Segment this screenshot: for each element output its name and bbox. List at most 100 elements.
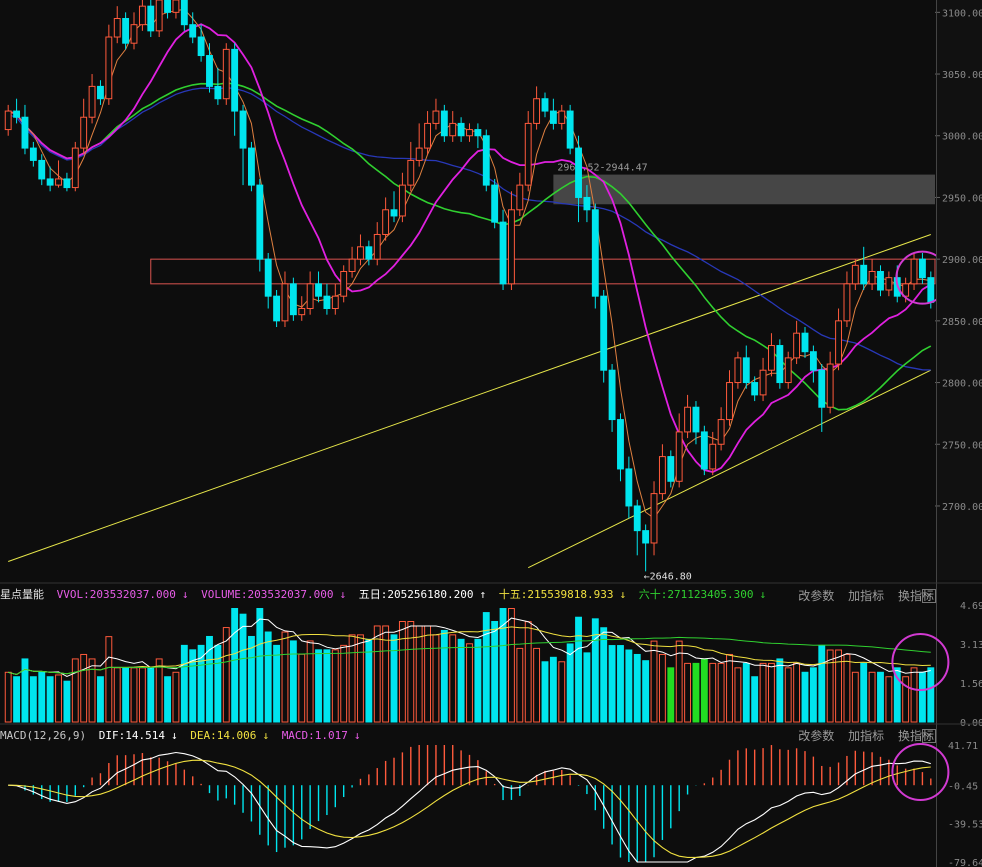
candle <box>675 413 683 488</box>
volume-bar <box>851 671 859 723</box>
volume-tick-label: 3.13 <box>960 640 982 651</box>
candle <box>340 265 348 303</box>
candle-body <box>46 178 54 186</box>
candle <box>726 370 733 426</box>
candle-body <box>390 209 398 217</box>
candle <box>449 111 457 142</box>
candle <box>600 290 608 383</box>
candle <box>273 290 281 328</box>
candle <box>793 320 801 365</box>
macd-indicator-header: MACD(12,26,9) DIF:14.514 ↓ DEA:14.006 ↓ MA… <box>0 729 361 742</box>
candle <box>910 252 918 290</box>
price-tick-label: 2700.00 <box>942 502 982 513</box>
volume-bar <box>533 647 541 723</box>
candle-body <box>13 110 21 118</box>
candle <box>264 252 272 309</box>
candle-body <box>868 270 876 285</box>
volume-bar <box>809 667 817 723</box>
candle-body <box>21 116 29 149</box>
volume-bar <box>449 634 457 723</box>
low-price-label: ←2646.80 <box>644 571 692 582</box>
candle-body <box>38 159 46 180</box>
candle-body <box>273 295 281 322</box>
candle-body <box>566 110 574 149</box>
candle-body <box>717 419 725 445</box>
candle-body <box>331 295 339 310</box>
volume-bar <box>868 671 876 723</box>
volume-bar <box>617 645 624 723</box>
volume-bar <box>692 662 700 723</box>
candle <box>717 407 725 451</box>
volume-bar <box>650 640 658 723</box>
close-volume-panel-button[interactable]: × <box>922 589 936 603</box>
candle <box>667 450 675 488</box>
candle-body <box>650 493 658 544</box>
candle-body <box>189 24 197 38</box>
volume-bar <box>717 662 725 723</box>
candle <box>860 246 868 290</box>
candle-body <box>877 270 884 291</box>
candle-body <box>256 184 264 260</box>
candle-body <box>298 308 306 316</box>
volume-bar <box>180 644 188 723</box>
candle-body <box>449 122 457 137</box>
candle-body <box>549 110 557 124</box>
macd-tick-label: -0.45 <box>948 782 978 793</box>
volume-bar <box>340 644 348 723</box>
volume-bar <box>164 676 171 723</box>
candle-body <box>172 0 180 13</box>
volume-bar <box>675 640 683 723</box>
macd-highlight-circle <box>891 743 950 801</box>
candle-body <box>138 5 146 26</box>
ma120-line <box>7 86 931 371</box>
candle-body <box>499 221 507 285</box>
volume-bar <box>130 667 138 723</box>
close-macd-panel-button[interactable]: × <box>922 729 936 743</box>
candle-body <box>684 406 692 433</box>
candle <box>650 481 658 556</box>
candle <box>206 43 213 93</box>
candle-body <box>516 184 524 211</box>
candle-body <box>482 135 490 186</box>
switch-indicator-button[interactable]: 换指标 <box>897 589 934 603</box>
add-indicator-button[interactable]: 加指标 <box>848 589 885 603</box>
candle <box>482 129 490 192</box>
ma20-line <box>7 23 932 473</box>
candle-body <box>860 264 868 285</box>
params-button[interactable]: 改参数 <box>798 589 835 603</box>
candle-body <box>583 196 591 211</box>
add-indicator-button[interactable]: 加指标 <box>848 729 885 743</box>
candle <box>222 43 230 105</box>
candle-body <box>407 159 415 186</box>
price-tick-label: 2950.00 <box>942 193 982 204</box>
switch-indicator-button[interactable]: 换指标 <box>897 729 934 743</box>
candle-body <box>784 357 792 384</box>
volume-bar <box>247 635 255 723</box>
volume-bar <box>138 667 146 723</box>
candle-body <box>122 18 130 44</box>
volume-bar <box>214 644 222 723</box>
candle <box>759 357 767 402</box>
candle-body <box>633 505 641 532</box>
macd-tick-label: 41.71 <box>948 741 978 752</box>
candle <box>398 172 406 223</box>
candle-body <box>642 530 650 544</box>
candle-body <box>130 24 138 44</box>
candle-body <box>382 209 390 235</box>
volume-bar <box>566 643 574 723</box>
candle-body <box>809 351 817 371</box>
volume-bar <box>407 621 415 723</box>
volume-bar <box>751 676 759 723</box>
resistance-zone <box>553 174 935 205</box>
params-button[interactable]: 改参数 <box>798 729 835 743</box>
volume-bar <box>105 636 113 723</box>
volume-bar <box>189 649 197 723</box>
candle-body <box>734 357 742 384</box>
candle <box>122 12 130 50</box>
volume-bar <box>390 634 398 723</box>
volume-bar <box>474 638 482 723</box>
volume-bar <box>155 658 163 723</box>
volume-bar <box>21 658 29 723</box>
